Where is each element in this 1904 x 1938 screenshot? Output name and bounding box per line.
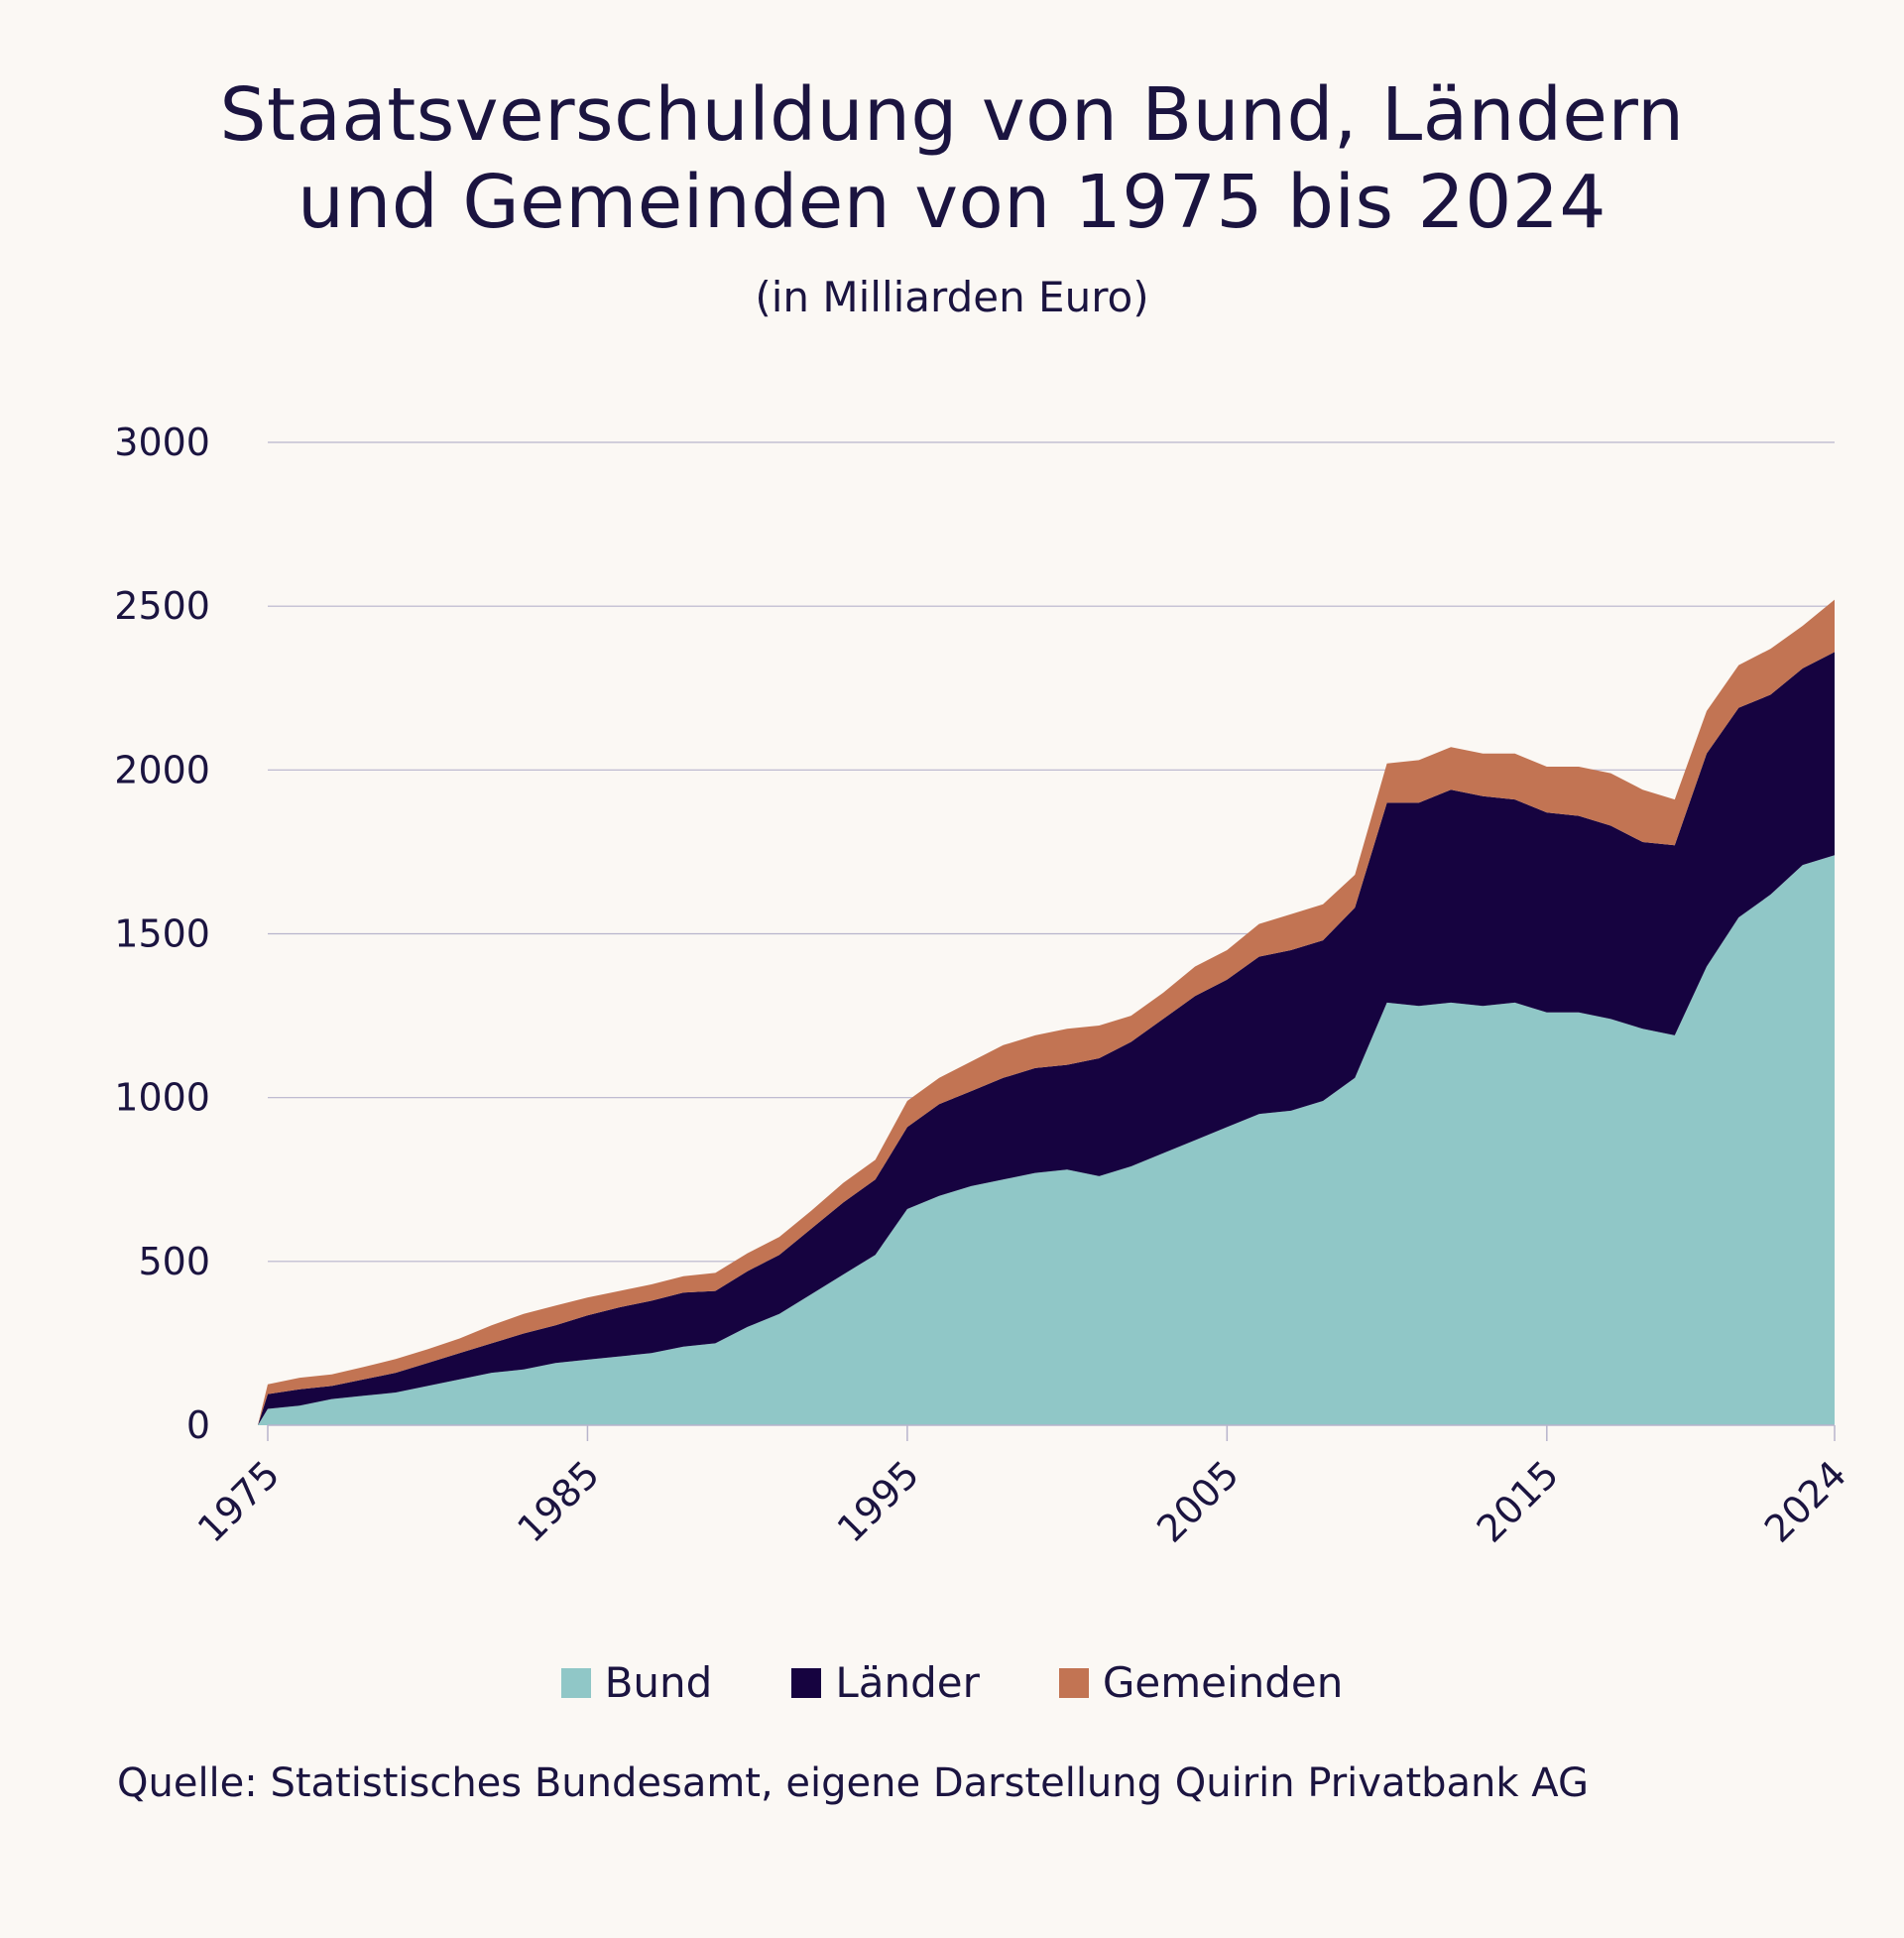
x-tick-label-2024: 2024 bbox=[1756, 1452, 1855, 1551]
y-axis-tick-labels: 0 500 1000 1500 2000 2500 3000 bbox=[114, 421, 210, 1447]
legend-item-laender: Länder bbox=[791, 1658, 980, 1707]
legend-swatch bbox=[791, 1667, 822, 1698]
legend: Bund Länder Gemeinden bbox=[0, 1658, 1904, 1707]
chart-title: Staatsverschuldung von Bund, Ländern und… bbox=[0, 71, 1904, 246]
title-line-2: und Gemeinden von 1975 bis 2024 bbox=[298, 160, 1606, 245]
y-tick-label-2500: 2500 bbox=[114, 584, 210, 628]
x-tick-label-1975: 1975 bbox=[189, 1452, 289, 1551]
x-tick-label-2005: 2005 bbox=[1148, 1452, 1248, 1551]
x-axis-tick-labels: 1975 1985 1995 2005 2015 2024 bbox=[189, 1452, 1855, 1551]
y-tick-label-500: 500 bbox=[138, 1240, 210, 1283]
legend-swatch bbox=[1058, 1667, 1089, 1698]
legend-item-bund: Bund bbox=[560, 1658, 713, 1707]
x-tick-label-2015: 2015 bbox=[1469, 1452, 1568, 1551]
legend-label: Länder bbox=[835, 1658, 980, 1707]
y-tick-label-1000: 1000 bbox=[114, 1076, 210, 1120]
title-line-1: Staatsverschuldung von Bund, Ländern bbox=[219, 72, 1685, 158]
area-laender bbox=[258, 652, 1835, 1425]
area-layers bbox=[258, 599, 1835, 1425]
y-tick-label-1500: 1500 bbox=[114, 912, 210, 956]
x-tick-label-1995: 1995 bbox=[829, 1452, 928, 1551]
legend-label: Bund bbox=[604, 1658, 713, 1707]
legend-swatch bbox=[560, 1667, 591, 1698]
chart-subtitle: (in Milliarden Euro) bbox=[755, 273, 1149, 321]
legend-label: Gemeinden bbox=[1102, 1658, 1344, 1707]
legend-item-gemeinden: Gemeinden bbox=[1058, 1658, 1344, 1707]
y-tick-label-2000: 2000 bbox=[114, 748, 210, 791]
area-bund bbox=[258, 855, 1835, 1425]
y-tick-label-3000: 3000 bbox=[114, 421, 210, 464]
y-tick-label-0: 0 bbox=[186, 1403, 210, 1447]
x-tick-label-1985: 1985 bbox=[509, 1452, 608, 1551]
x-axis bbox=[267, 1424, 1836, 1441]
source-note: Quelle: Statistisches Bundesamt, eigene … bbox=[117, 1760, 1589, 1806]
